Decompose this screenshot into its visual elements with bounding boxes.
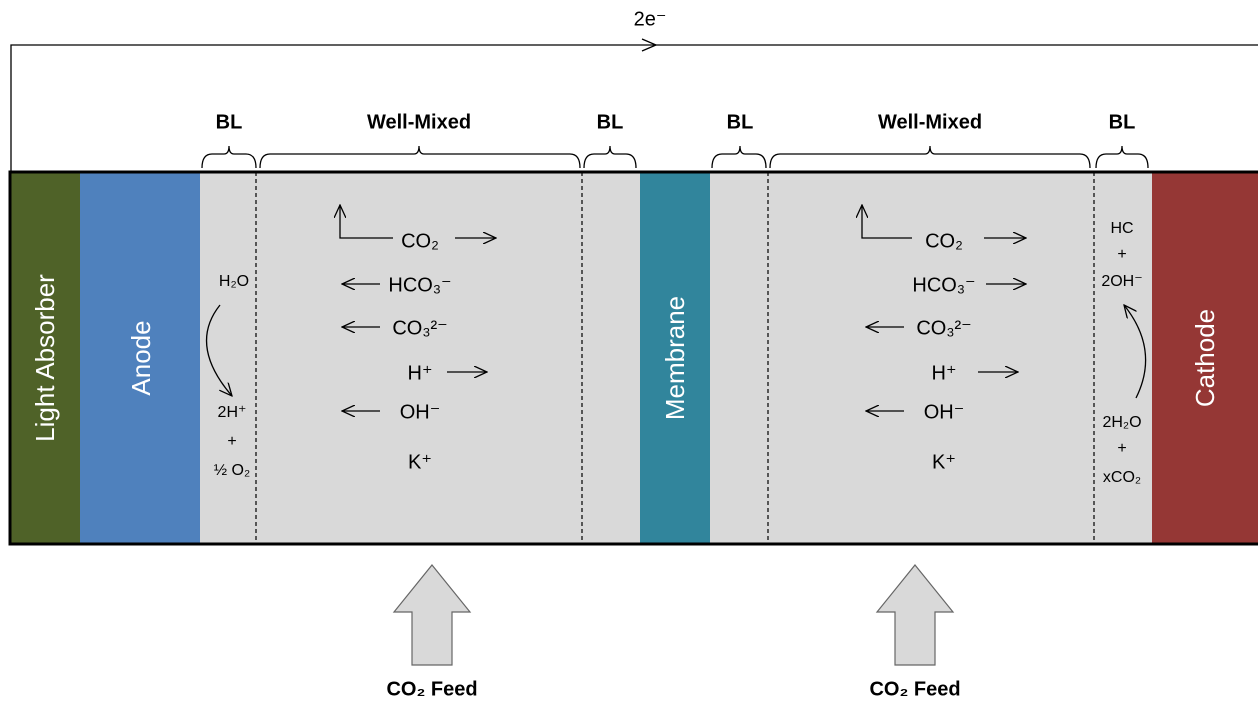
product: + xyxy=(227,433,236,450)
reaction-arrow xyxy=(205,304,232,396)
zone-label: Well-Mixed xyxy=(367,111,471,133)
product: HC xyxy=(1110,220,1133,237)
flux-arrow xyxy=(862,205,912,239)
zone-label: Well-Mixed xyxy=(878,111,982,133)
species: HCO₃⁻ xyxy=(388,274,451,296)
layer-label: Light Absorber xyxy=(30,274,60,442)
layer-label: Anode xyxy=(126,320,156,395)
flux-arrow xyxy=(340,205,393,239)
cathode xyxy=(1152,172,1258,544)
species: K⁺ xyxy=(408,451,432,473)
reactant: 2H₂O xyxy=(1102,414,1141,431)
light-absorber xyxy=(10,172,80,544)
zone-label: BL xyxy=(597,111,624,133)
zone-label: BL xyxy=(216,111,243,133)
wire-arrow xyxy=(641,38,658,52)
feed-arrow xyxy=(875,564,955,666)
species: HCO₃⁻ xyxy=(912,274,975,296)
species: H⁺ xyxy=(408,362,433,384)
product: 2H⁺ xyxy=(218,404,247,421)
reactant: + xyxy=(1117,440,1126,457)
anode xyxy=(80,172,200,544)
feed-label: CO₂ Feed xyxy=(386,678,477,700)
species: CO₂ xyxy=(925,230,963,252)
layer-label: Membrane xyxy=(660,296,690,420)
product: 2OH⁻ xyxy=(1101,273,1142,290)
cell-border xyxy=(8,170,1258,546)
species: CO₂ xyxy=(401,230,439,252)
reactant: xCO₂ xyxy=(1103,469,1141,486)
feed-arrow xyxy=(392,564,472,666)
species: K⁺ xyxy=(932,451,956,473)
product: + xyxy=(1117,246,1126,263)
layer-label: Cathode xyxy=(1190,309,1220,407)
product: ½ O₂ xyxy=(214,462,250,479)
membrane xyxy=(640,172,710,544)
species: CO₃²⁻ xyxy=(392,317,447,339)
species: OH⁻ xyxy=(400,401,441,423)
wire-label: 2e⁻ xyxy=(634,8,667,30)
species: OH⁻ xyxy=(924,401,965,423)
feed-label: CO₂ Feed xyxy=(869,678,960,700)
species: H⁺ xyxy=(932,362,957,384)
reaction-arrow xyxy=(1124,305,1147,399)
braces xyxy=(201,145,1149,169)
cell xyxy=(10,172,1258,544)
reactant: H₂O xyxy=(219,273,249,290)
zone-label: BL xyxy=(1109,111,1136,133)
wire xyxy=(10,44,1258,172)
zone-label: BL xyxy=(727,111,754,133)
species: CO₃²⁻ xyxy=(916,317,971,339)
